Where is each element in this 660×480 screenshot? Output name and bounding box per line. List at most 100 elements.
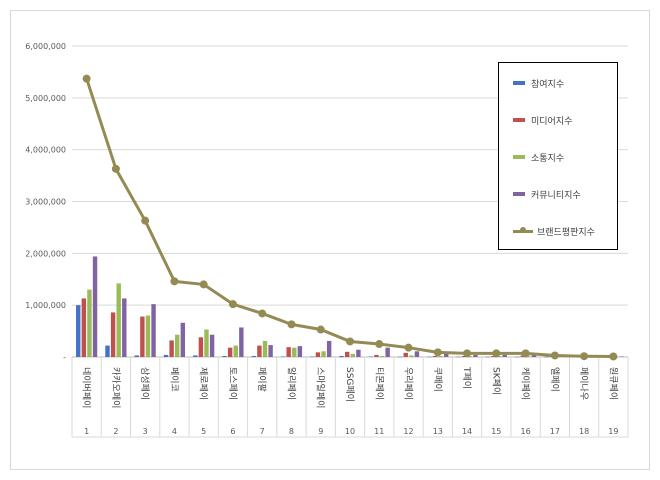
- bar-communication: [350, 353, 355, 357]
- legend-label-communication: 소통지수: [531, 153, 565, 164]
- brand-index-point: [141, 216, 150, 225]
- bar-communication: [526, 355, 531, 357]
- bar-communication: [175, 334, 180, 357]
- bar-media: [286, 347, 291, 357]
- rank-label: 7: [260, 427, 265, 436]
- bar-community: [531, 354, 537, 357]
- bar-communication: [321, 351, 326, 357]
- rank-label: 9: [318, 427, 323, 436]
- brand-index-point: [433, 348, 442, 357]
- bar-communication: [204, 329, 209, 357]
- bar-communication: [409, 355, 414, 357]
- legend-label-media: 미디어지수: [531, 116, 573, 127]
- bar-media: [257, 345, 262, 357]
- bar-participation: [76, 305, 81, 357]
- rank-label: 2: [113, 427, 118, 436]
- legend-swatch-community: [513, 192, 525, 196]
- category-label: 쿠페이: [432, 367, 443, 392]
- legend-item-community: 커뮤니티지수: [513, 187, 581, 201]
- brand-index-point: [228, 300, 237, 309]
- brand-index-point: [609, 352, 618, 361]
- bar-communication: [496, 355, 502, 357]
- bar-participation: [193, 355, 198, 357]
- legend-item-brand-index: 브랜드평판지수: [513, 224, 595, 238]
- category-label: T페이: [461, 366, 472, 389]
- bar-community: [268, 345, 273, 357]
- bar-participation: [163, 354, 169, 357]
- brand-index-point: [287, 320, 296, 329]
- rank-label: 1: [84, 427, 89, 436]
- bar-community: [414, 351, 420, 357]
- rank-label: 18: [579, 427, 589, 436]
- bar-media: [169, 340, 174, 357]
- bar-community: [239, 327, 244, 357]
- bar-participation: [222, 355, 227, 357]
- bar-media: [110, 312, 116, 357]
- brand-index-point: [170, 277, 179, 286]
- brand-index-point: [580, 352, 589, 361]
- rank-label: 14: [462, 427, 472, 436]
- brand-index-point: [82, 74, 91, 83]
- bar-community: [297, 346, 303, 357]
- bar-community: [151, 304, 156, 357]
- category-label: 알리페이: [285, 367, 296, 400]
- legend-label-brand-index: 브랜드평판지수: [537, 227, 595, 238]
- bar-media: [315, 352, 321, 357]
- category-label: 삼성페이: [139, 367, 150, 400]
- y-tick-label: 6,000,000: [25, 42, 66, 51]
- rank-label: 11: [374, 427, 384, 436]
- bar-community: [326, 340, 332, 357]
- bar-communication: [467, 355, 473, 357]
- brand-index-point: [463, 349, 472, 358]
- bar-participation: [105, 345, 110, 357]
- brand-index-point: [550, 351, 559, 360]
- bar-participation: [280, 356, 286, 357]
- bar-media: [140, 316, 145, 357]
- bar-communication: [438, 355, 443, 357]
- category-label: 페이팔: [256, 367, 268, 392]
- bar-community: [619, 356, 624, 357]
- y-tick-label: 5,000,000: [25, 94, 66, 103]
- bar-communication: [379, 355, 385, 357]
- brand-index-point: [404, 343, 413, 352]
- legend-label-participation: 참여지수: [531, 79, 565, 90]
- rank-label: 13: [433, 427, 443, 436]
- bar-community: [443, 353, 449, 357]
- bar-media: [403, 352, 408, 357]
- category-label: SK페이: [490, 367, 501, 395]
- bar-participation: [310, 356, 315, 357]
- bar-participation: [456, 356, 461, 358]
- y-tick-label: 2,000,000: [25, 249, 66, 258]
- rank-label: 6: [230, 427, 235, 436]
- bar-participation: [339, 355, 344, 357]
- bar-media: [462, 355, 467, 357]
- legend-marker-brand-index: [520, 226, 526, 233]
- category-label: 스마일페이: [315, 367, 326, 408]
- category-label: 케이페이: [520, 367, 531, 400]
- bar-media: [491, 355, 496, 357]
- bar-participation: [427, 356, 432, 358]
- category-label: 엘페이: [549, 367, 560, 392]
- rank-label: 12: [403, 427, 413, 436]
- bar-community: [356, 349, 361, 357]
- bar-media: [374, 354, 379, 357]
- brand-index-point: [258, 309, 267, 318]
- bar-community: [209, 334, 215, 357]
- legend-item-media: 미디어지수: [513, 113, 572, 127]
- bar-media: [198, 337, 204, 357]
- bar-community: [122, 298, 127, 357]
- brand-index-point: [316, 325, 325, 334]
- brand-index-point: [199, 280, 208, 289]
- bar-participation: [397, 356, 403, 358]
- bar-participation: [544, 356, 549, 358]
- category-label: 페이나우: [578, 367, 589, 400]
- category-label: SSG페이: [344, 367, 355, 402]
- rank-label: 10: [345, 427, 355, 436]
- bar-media: [432, 355, 438, 357]
- category-label: 제로페이: [198, 367, 209, 400]
- y-tick-label: 3,000,000: [25, 198, 66, 207]
- category-label: 네이버페이: [81, 367, 92, 408]
- chart-legend: 참여지수 미디어지수 소통지수 커뮤니티지수 브랜드평판지수: [498, 62, 618, 250]
- bar-communication: [233, 345, 238, 357]
